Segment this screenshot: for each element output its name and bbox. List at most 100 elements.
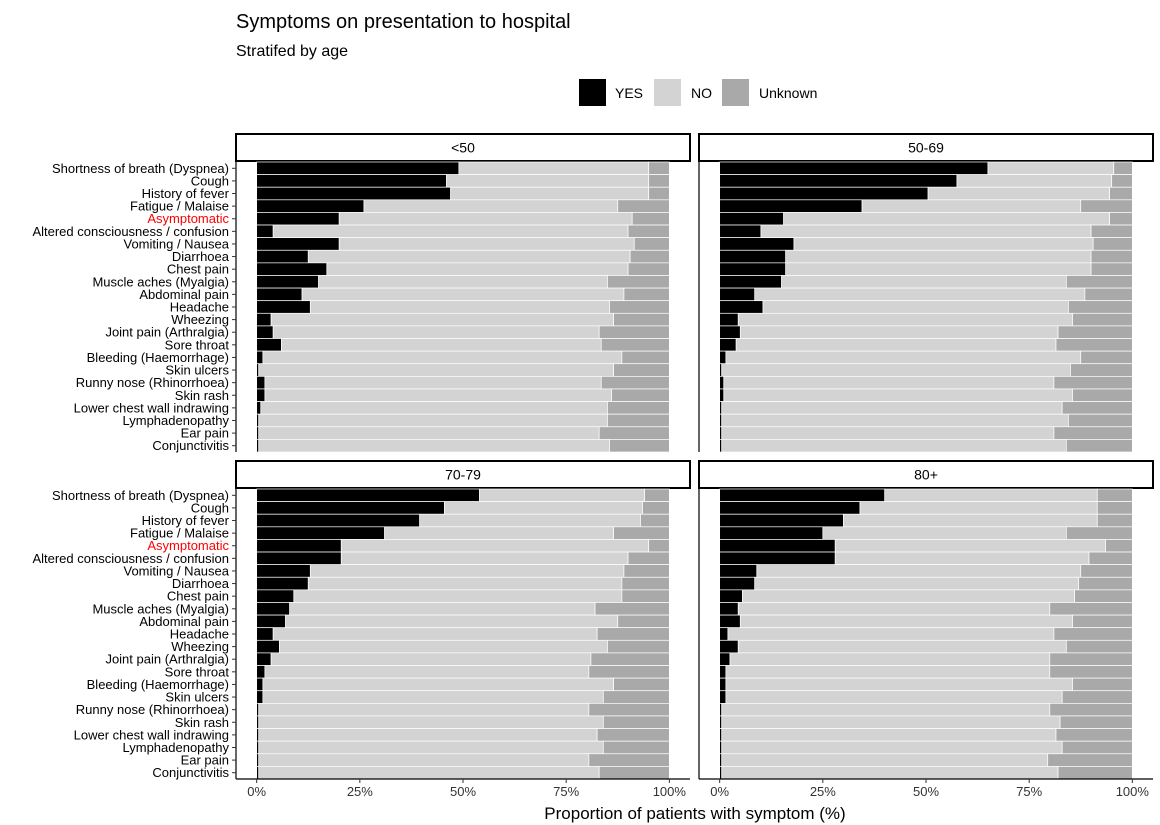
bar-unknown-conjunctivitis bbox=[598, 766, 670, 780]
bar-unknown-runny-nose-rhinorrhoea bbox=[1049, 702, 1133, 717]
y-tick-label: Conjunctivitis bbox=[152, 765, 229, 780]
bar-unknown-skin-rash bbox=[1059, 715, 1133, 729]
bar-no-diarrhoea bbox=[307, 249, 631, 264]
bar-yes-skin-ulcers bbox=[719, 690, 727, 704]
bar-no-shortness-of-breath-dyspnea bbox=[884, 488, 1098, 502]
bar-no-fatigue-malaise bbox=[822, 526, 1067, 540]
y-tick-label: Fatigue / Malaise bbox=[130, 199, 229, 214]
bar-no-abdominal-pain bbox=[285, 614, 619, 629]
bar-unknown-cough bbox=[1111, 174, 1133, 188]
bar-yes-bleeding-haemorrhage bbox=[256, 350, 264, 365]
bar-no-bleeding-haemorrhage bbox=[262, 677, 614, 692]
bar-no-shortness-of-breath-dyspnea bbox=[479, 488, 645, 502]
bar-unknown-runny-nose-rhinorrhoea bbox=[588, 702, 670, 717]
bar-yes-chest-pain bbox=[719, 262, 787, 276]
bar-yes-altered-consciousness-confusion bbox=[256, 551, 342, 566]
bar-no-muscle-aches-myalgia bbox=[781, 275, 1067, 289]
bar-no-chest-pain bbox=[742, 589, 1075, 603]
bar-unknown-headache bbox=[1068, 300, 1133, 314]
bar-yes-fatigue-malaise bbox=[719, 199, 863, 213]
bar-no-sore-throat bbox=[735, 338, 1057, 352]
bar-unknown-conjunctivitis bbox=[1065, 439, 1133, 453]
bar-yes-abdominal-pain bbox=[256, 287, 303, 302]
legend-swatch-yes bbox=[579, 79, 606, 106]
bar-unknown-chest-pain bbox=[1074, 589, 1133, 603]
bar-no-cough bbox=[446, 174, 650, 188]
bar-yes-vomiting-nausea bbox=[256, 237, 340, 251]
bar-no-wheezing bbox=[279, 639, 608, 654]
y-tick-label: Asymptomatic bbox=[147, 211, 229, 226]
bar-unknown-cough bbox=[1096, 501, 1133, 515]
bar-yes-skin-ulcers bbox=[256, 690, 264, 704]
bar-unknown-history-of-fever bbox=[640, 513, 670, 528]
facet-strip-label: 70-79 bbox=[445, 467, 481, 483]
bar-no-bleeding-haemorrhage bbox=[262, 350, 623, 365]
bar-no-lymphadenopathy bbox=[721, 413, 1069, 428]
bar-yes-cough bbox=[256, 501, 445, 515]
bar-yes-shortness-of-breath-dyspnea bbox=[256, 488, 480, 502]
bar-no-headache bbox=[309, 300, 610, 314]
bar-unknown-skin-rash bbox=[602, 715, 670, 729]
bar-unknown-sore-throat bbox=[1055, 338, 1133, 352]
bar-no-abdominal-pain bbox=[301, 287, 625, 302]
bar-no-diarrhoea bbox=[785, 249, 1092, 264]
bar-unknown-sore-throat bbox=[588, 665, 670, 679]
bar-yes-joint-pain-arthralgia bbox=[256, 652, 272, 666]
bar-yes-joint-pain-arthralgia bbox=[719, 652, 731, 666]
bar-yes-muscle-aches-myalgia bbox=[256, 602, 291, 616]
bar-no-skin-ulcers bbox=[258, 363, 614, 377]
bar-no-sore-throat bbox=[281, 338, 602, 352]
bar-yes-bleeding-haemorrhage bbox=[719, 350, 727, 365]
bar-no-altered-consciousness-confusion bbox=[760, 224, 1092, 239]
x-axis-label: Proportion of patients with symptom (%) bbox=[544, 804, 845, 823]
bar-unknown-altered-consciousness-confusion bbox=[1090, 224, 1133, 239]
bar-unknown-vomiting-nausea bbox=[1092, 237, 1133, 251]
bar-unknown-headache bbox=[609, 300, 670, 314]
y-tick-label: Altered consciousness / confusion bbox=[32, 551, 229, 566]
bar-no-muscle-aches-myalgia bbox=[289, 602, 596, 616]
bar-no-chest-pain bbox=[785, 262, 1092, 276]
bar-no-skin-rash bbox=[723, 388, 1073, 402]
bar-yes-history-of-fever bbox=[719, 186, 929, 201]
bar-no-asymptomatic bbox=[783, 212, 1110, 226]
bar-no-bleeding-haemorrhage bbox=[725, 350, 1082, 365]
bar-unknown-fatigue-malaise bbox=[1065, 526, 1133, 540]
bar-no-abdominal-pain bbox=[754, 287, 1086, 302]
x-tick-label: 0% bbox=[710, 784, 729, 799]
bar-yes-wheezing bbox=[719, 639, 739, 654]
bar-no-cough bbox=[444, 501, 643, 515]
bar-no-skin-ulcers bbox=[725, 690, 1063, 704]
bar-unknown-shortness-of-breath-dyspnea bbox=[1096, 488, 1133, 502]
bar-yes-shortness-of-breath-dyspnea bbox=[719, 161, 989, 175]
bar-no-shortness-of-breath-dyspnea bbox=[458, 161, 650, 175]
bar-no-runny-nose-rhinorrhoea bbox=[264, 375, 602, 390]
bar-yes-vomiting-nausea bbox=[719, 237, 795, 251]
y-tick-label: Muscle aches (Myalgia) bbox=[92, 601, 229, 616]
facet-panel-80: 80+ 0% 25% 50% 75% 100% bbox=[698, 460, 1154, 799]
y-tick-label: Headache bbox=[170, 300, 229, 315]
bar-no-skin-rash bbox=[264, 388, 612, 402]
bar-no-history-of-fever bbox=[419, 513, 641, 528]
bar-no-lymphadenopathy bbox=[258, 740, 604, 755]
bar-no-skin-ulcers bbox=[721, 363, 1071, 377]
bar-yes-sore-throat bbox=[719, 665, 727, 679]
bar-no-diarrhoea bbox=[307, 576, 623, 591]
bar-yes-cough bbox=[719, 501, 861, 515]
bar-yes-muscle-aches-myalgia bbox=[719, 275, 782, 289]
bar-unknown-skin-ulcers bbox=[1070, 363, 1133, 377]
facet-strip-label: 80+ bbox=[914, 467, 938, 483]
bar-no-lower-chest-wall-indrawing bbox=[721, 401, 1063, 415]
bar-yes-vomiting-nausea bbox=[256, 564, 311, 578]
y-tick-label: Vomiting / Nausea bbox=[123, 563, 229, 578]
bar-unknown-conjunctivitis bbox=[609, 439, 670, 453]
bar-unknown-history-of-fever bbox=[648, 186, 670, 201]
bar-yes-diarrhoea bbox=[256, 576, 309, 591]
bar-yes-chest-pain bbox=[256, 262, 328, 276]
y-tick-label: Wheezing bbox=[171, 312, 229, 327]
y-tick-label: Muscle aches (Myalgia) bbox=[92, 274, 229, 289]
bar-yes-headache bbox=[719, 627, 729, 641]
y-tick-label: Runny nose (Rhinorrhoea) bbox=[76, 375, 229, 390]
bar-yes-wheezing bbox=[256, 639, 280, 654]
bar-yes-headache bbox=[256, 300, 311, 314]
bar-no-lower-chest-wall-indrawing bbox=[721, 728, 1057, 742]
